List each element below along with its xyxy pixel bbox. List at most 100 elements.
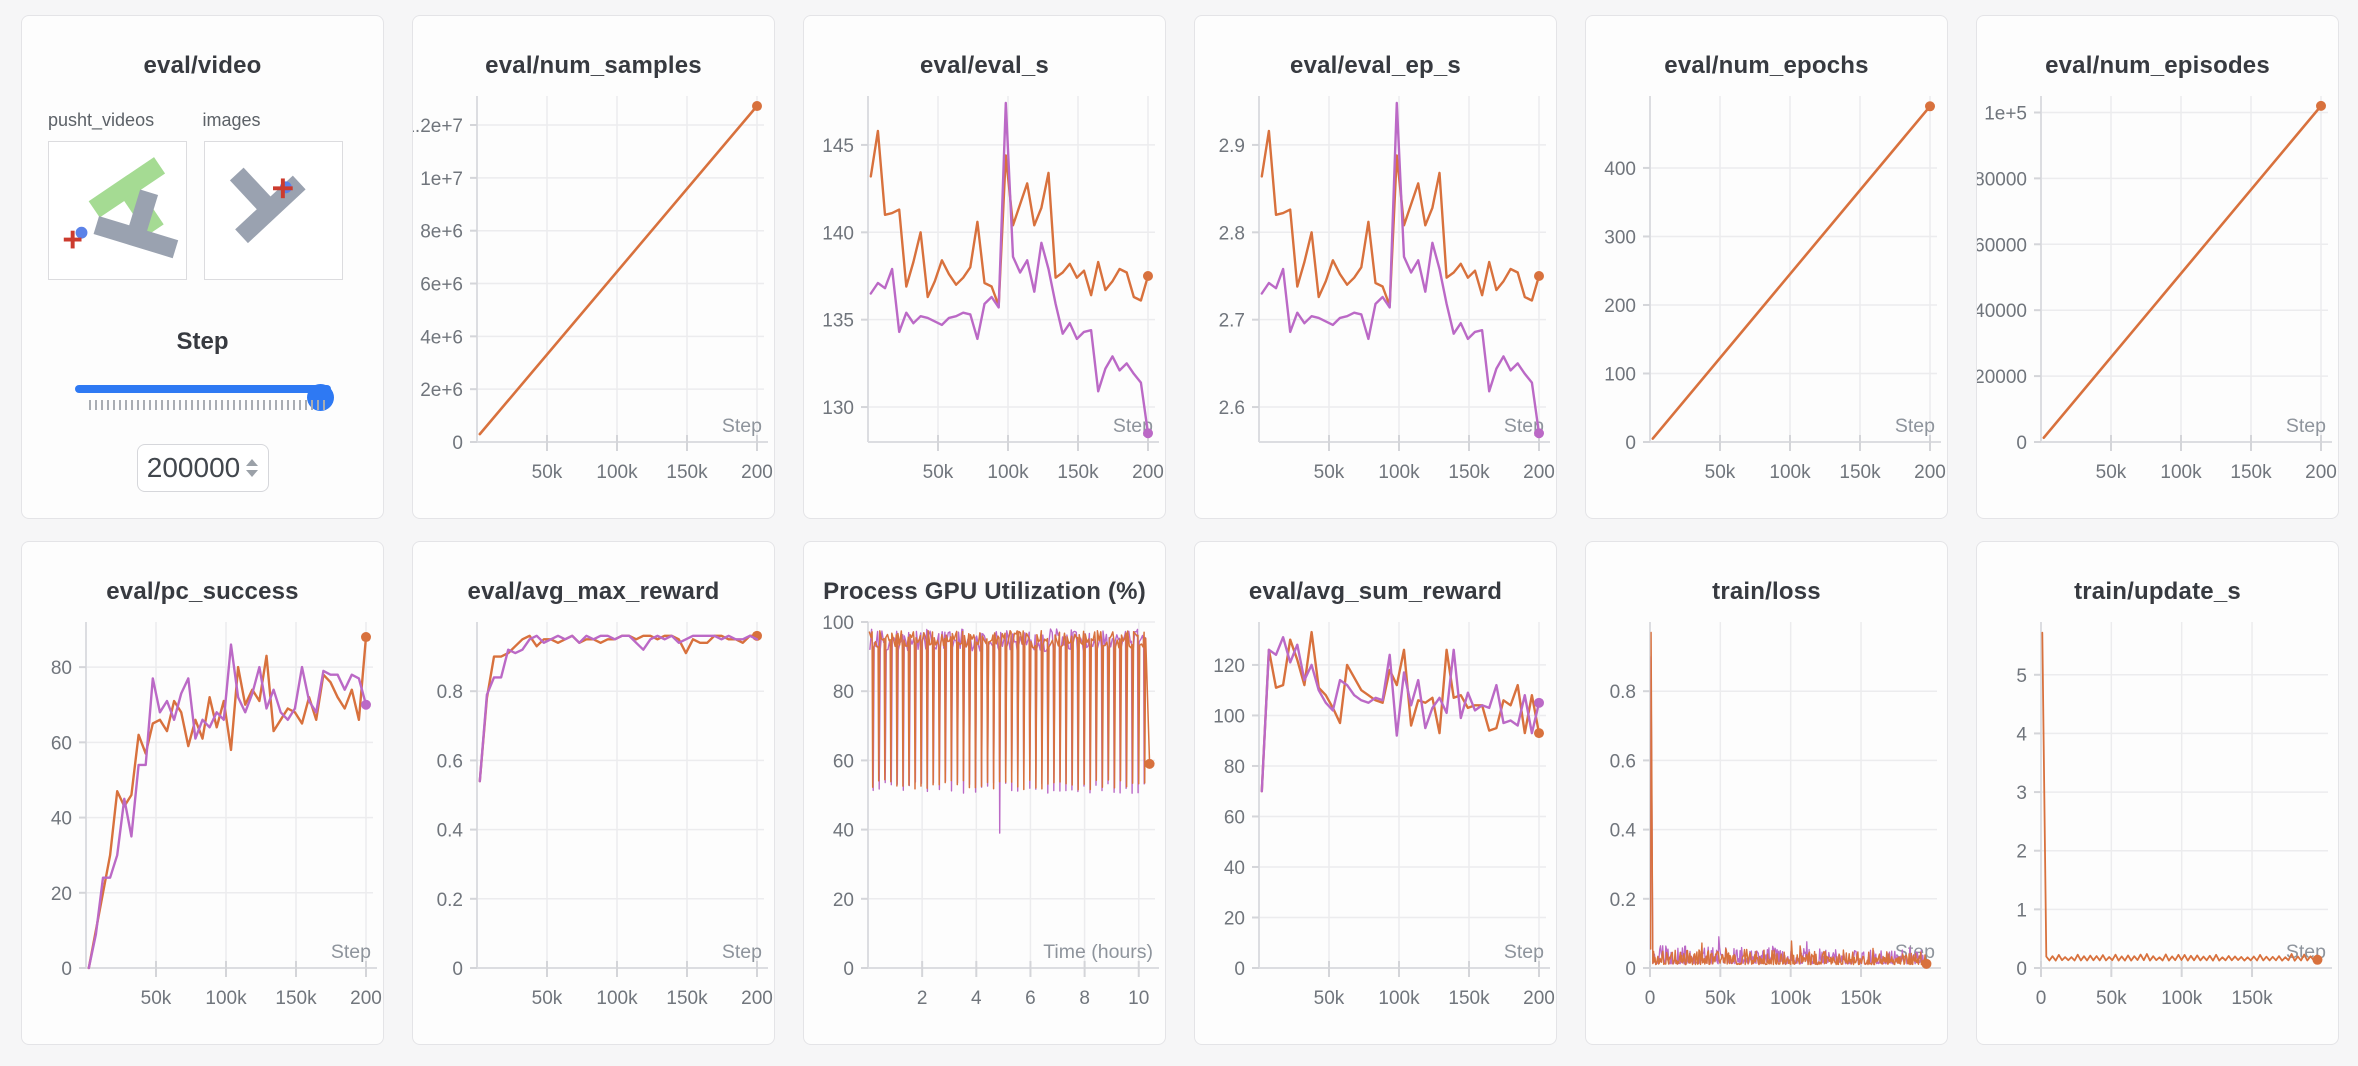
svg-text:100k: 100k	[1378, 988, 1420, 1009]
chart-panel-eval-eval-s[interactable]: eval/eval_s 50k 100k 150k 200 130 135 140 145 St…	[803, 15, 1166, 519]
svg-text:130: 130	[822, 398, 854, 419]
svg-text:6: 6	[1025, 988, 1036, 1009]
svg-text:150k: 150k	[275, 988, 317, 1009]
chart-canvas[interactable]: 50k 100k 150k 200 0 0.2 0.4 0.6 0.8 Step	[413, 612, 775, 1032]
x-axis-label: Step	[331, 941, 371, 963]
svg-text:5: 5	[2016, 666, 2027, 687]
chart-panel-eval-num-samples[interactable]: eval/num_samples 50k 100k 150k 200 0 2e+6 4e+6…	[412, 15, 775, 519]
chart-panel-eval-num-epochs[interactable]: eval/num_epochs 50k 100k 150k 200 0 100 200 300…	[1585, 15, 1948, 519]
svg-text:100k: 100k	[1770, 988, 1812, 1009]
step-value[interactable]: 200000	[146, 452, 241, 483]
svg-text:1: 1	[2016, 900, 2027, 921]
pusht-video-thumbnail[interactable]	[48, 141, 187, 280]
series-end-dot-orange-run	[2312, 954, 2323, 965]
series-line-orange-run	[478, 634, 759, 783]
svg-text:100k: 100k	[1378, 462, 1420, 483]
svg-text:6e+6: 6e+6	[420, 275, 463, 296]
svg-text:60: 60	[833, 751, 854, 772]
svg-text:200: 200	[741, 462, 773, 483]
series-line-purple-run	[1260, 101, 1541, 435]
chart-canvas[interactable]: 50k 100k 150k 200 0 20 40 60 80 100 120 Step	[1195, 612, 1557, 1032]
series-end-dot-orange-run	[1534, 270, 1544, 281]
svg-text:2.8: 2.8	[1219, 223, 1245, 244]
slider-tick-marks	[88, 400, 327, 410]
svg-text:120: 120	[1213, 656, 1245, 677]
svg-text:100k: 100k	[2160, 462, 2202, 483]
svg-text:100: 100	[1213, 706, 1245, 727]
chart-canvas[interactable]: 50k 100k 150k 200 0 20000 40000 60000 80000 1e+5 S…	[1977, 86, 2339, 506]
svg-text:150k: 150k	[666, 462, 708, 483]
svg-text:50k: 50k	[532, 462, 563, 483]
images-thumbnail[interactable]	[204, 141, 343, 280]
svg-text:2.9: 2.9	[1219, 136, 1245, 157]
chart-title: train/update_s	[2074, 578, 2241, 605]
chart-panel-eval-avg-max-reward[interactable]: eval/avg_max_reward 50k 100k 150k 200 0 0.2 0.…	[412, 541, 775, 1045]
svg-text:50k: 50k	[1314, 462, 1345, 483]
chart-canvas[interactable]: 50k 100k 150k 200 2.6 2.7 2.8 2.9 Step	[1195, 86, 1557, 506]
svg-text:20: 20	[833, 890, 854, 911]
svg-text:0.4: 0.4	[1610, 821, 1637, 842]
svg-text:135: 135	[822, 311, 854, 332]
svg-text:80: 80	[1224, 757, 1245, 778]
step-value-input[interactable]: 200000	[136, 444, 269, 492]
svg-text:100k: 100k	[987, 462, 1029, 483]
slider-track[interactable]	[74, 384, 334, 411]
stepper-up-icon[interactable]	[246, 459, 259, 466]
chart-panel-eval-avg-sum-reward[interactable]: eval/avg_sum_reward 50k 100k 150k 200 0 20 40 6…	[1194, 541, 1557, 1045]
svg-text:4: 4	[971, 988, 982, 1009]
chart-canvas[interactable]: 50k 100k 150k 200 0 2e+6 4e+6 6e+6 8e+6 1e+7 1.2e+…	[413, 86, 775, 506]
svg-text:0.6: 0.6	[1610, 751, 1636, 772]
svg-text:200: 200	[1132, 462, 1164, 483]
svg-text:0: 0	[1625, 959, 1636, 980]
chart-title: Process GPU Utilization (%)	[823, 578, 1146, 605]
svg-text:0.2: 0.2	[437, 890, 463, 911]
svg-text:1.2e+7: 1.2e+7	[413, 116, 463, 137]
chart-canvas[interactable]: 50k 100k 150k 200 0 100 200 300 400 Step	[1586, 86, 1948, 506]
svg-text:150k: 150k	[1448, 462, 1490, 483]
svg-text:2.6: 2.6	[1219, 398, 1245, 419]
svg-text:50k: 50k	[532, 988, 563, 1009]
svg-text:150k: 150k	[1840, 988, 1882, 1009]
svg-text:200: 200	[2305, 462, 2337, 483]
svg-text:0.2: 0.2	[1610, 890, 1636, 911]
step-slider[interactable]	[74, 376, 334, 422]
series-line-orange-run	[478, 104, 759, 436]
chart-panel-process-gpu-utilization[interactable]: Process GPU Utilization (%) 2 4 6 8 10 0 20 40 6…	[803, 541, 1166, 1045]
svg-text:200: 200	[350, 988, 382, 1009]
svg-text:0: 0	[843, 959, 854, 980]
series-line-purple-run	[1260, 636, 1541, 793]
series-end-dot-orange-run	[1143, 270, 1153, 281]
series-line-purple-run	[1649, 655, 1925, 965]
x-axis-label: Step	[722, 415, 762, 437]
svg-text:100: 100	[1604, 364, 1636, 385]
svg-text:100k: 100k	[596, 988, 638, 1009]
series-line-orange-run	[868, 629, 1151, 791]
svg-text:50k: 50k	[2096, 988, 2127, 1009]
chart-canvas[interactable]: 50k 100k 150k 200 130 135 140 145 Step	[804, 86, 1166, 506]
chart-canvas[interactable]: 50k 100k 150k 200 0 20 40 60 80 Step	[22, 612, 384, 1032]
chart-panel-eval-pc-success[interactable]: eval/pc_success 50k 100k 150k 200 0 20 40 60 80 S…	[21, 541, 384, 1045]
svg-text:0: 0	[2036, 988, 2047, 1009]
svg-text:60: 60	[1224, 807, 1245, 828]
series-end-dot-orange-run	[361, 632, 371, 643]
svg-text:80000: 80000	[1977, 169, 2027, 190]
svg-text:0: 0	[2016, 433, 2027, 454]
chart-panel-eval-num-episodes[interactable]: eval/num_episodes 50k 100k 150k 200 0 20000 40…	[1976, 15, 2339, 519]
panel-eval-video[interactable]: eval/video pusht_videos images	[21, 15, 384, 519]
svg-text:100k: 100k	[205, 988, 247, 1009]
svg-text:60: 60	[51, 733, 72, 754]
chart-panel-train-loss[interactable]: train/loss 0 50k 100k 150k 0 0.2 0.4 0.6 0.8 Step	[1585, 541, 1948, 1045]
chart-title: eval/num_epochs	[1664, 52, 1869, 79]
chart-panel-train-update-s[interactable]: train/update_s 0 50k 100k 150k 0 1 2 3 4 5 Step	[1976, 541, 2339, 1045]
svg-text:50k: 50k	[1705, 462, 1736, 483]
svg-text:3: 3	[2016, 783, 2027, 804]
series-end-dot-purple-run	[1143, 428, 1153, 439]
series-line-orange-run	[1651, 104, 1932, 440]
chart-panel-eval-eval-ep-s[interactable]: eval/eval_ep_s 50k 100k 150k 200 2.6 2.7 2.8 2.…	[1194, 15, 1557, 519]
series-line-orange-run	[2041, 631, 2319, 962]
stepper-down-icon[interactable]	[246, 470, 259, 477]
series-end-dot-orange-run	[1534, 728, 1544, 739]
